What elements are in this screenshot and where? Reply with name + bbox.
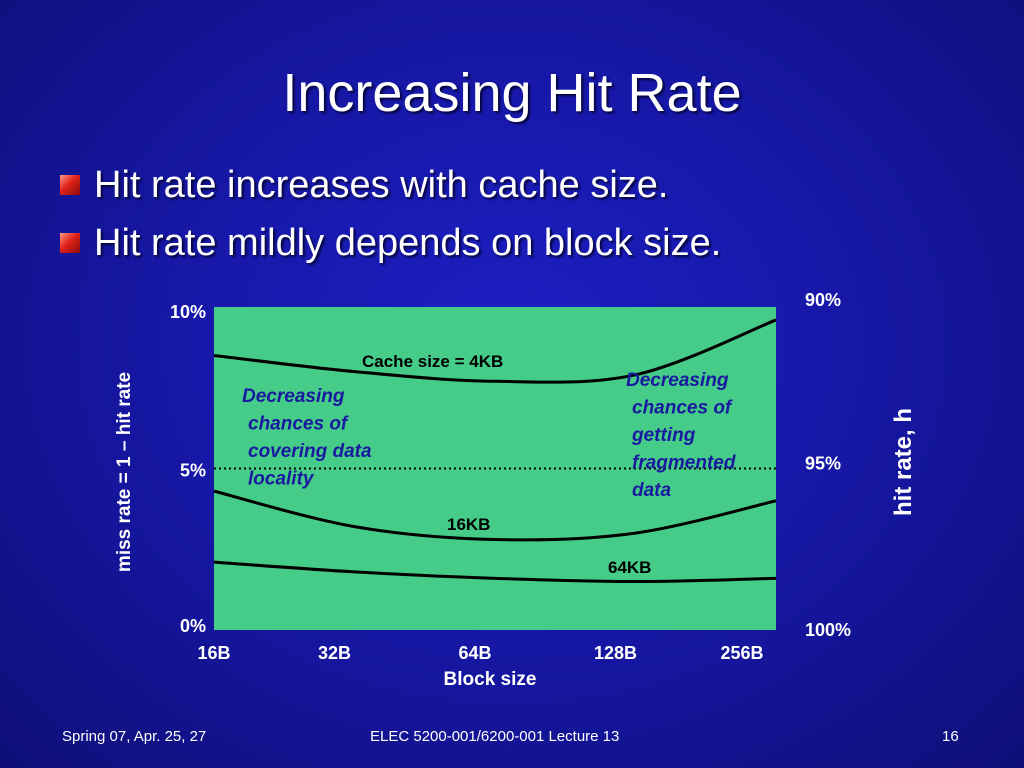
bullet-text: Hit rate mildly depends on block size.	[94, 221, 722, 264]
annotation-left: Decreasing chances of covering data localit…	[242, 386, 372, 490]
y-axis-label-right: hit rate, h	[890, 408, 917, 516]
footer-course: ELEC 5200-001/6200-001 Lecture 13	[370, 728, 620, 745]
series-label-16kb: 16KB	[447, 515, 490, 534]
y-axis-label-left: miss rate = 1 – hit rate	[114, 372, 135, 572]
x-tick-label: 16B	[197, 643, 230, 663]
slide-title: Increasing Hit Rate	[282, 63, 742, 123]
bullet-square-icon	[60, 233, 80, 253]
x-tick-label: 256B	[720, 643, 763, 663]
bullet-text: Hit rate increases with cache size.	[94, 163, 669, 206]
y-tick-label-left: 5%	[180, 461, 206, 481]
y-tick-label-left: 10%	[170, 302, 206, 322]
footer-page-number: 16	[942, 728, 959, 745]
y-tick-label-right: 100%	[805, 620, 851, 640]
y-tick-label-right: 90%	[805, 290, 841, 310]
y-tick-label-left: 0%	[180, 616, 206, 636]
series-line-4kb	[213, 318, 777, 384]
x-axis-label: Block size	[444, 669, 537, 690]
series-line-64kb	[213, 560, 777, 584]
annotation-right: Decreasing chances of getting fragmented dat…	[626, 370, 736, 501]
bullet-item: Hit rate increases with cache size.	[60, 160, 668, 210]
x-tick-label: 32B	[318, 643, 351, 663]
footer-date: Spring 07, Apr. 25, 27	[62, 728, 207, 745]
series-line-16kb	[213, 489, 777, 542]
x-tick-label: 128B	[594, 643, 637, 663]
x-tick-label: 64B	[458, 643, 491, 663]
series-label-64kb: 64KB	[608, 558, 651, 577]
bullet-square-icon	[60, 175, 80, 195]
series-label-4kb: Cache size = 4KB	[362, 352, 503, 371]
y-tick-label-right: 95%	[805, 454, 841, 474]
bullet-item: Hit rate mildly depends on block size.	[60, 218, 721, 268]
